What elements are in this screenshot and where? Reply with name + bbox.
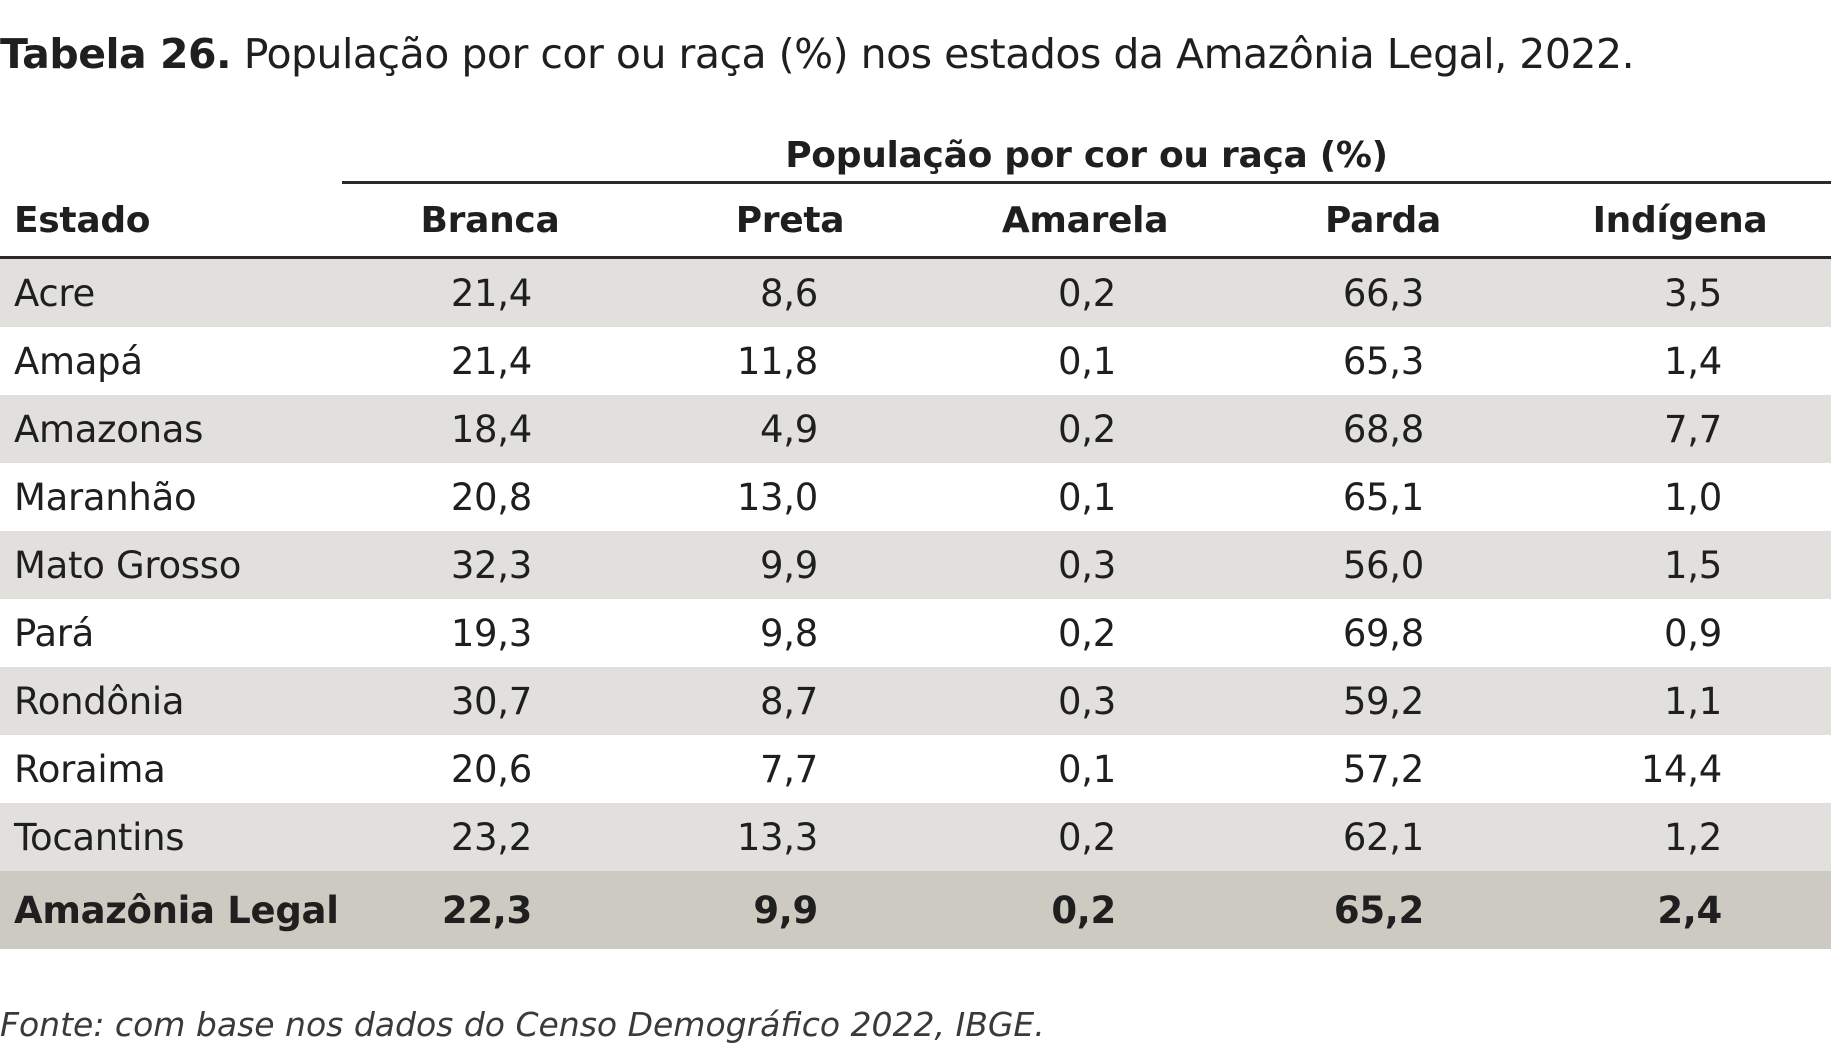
total-amarela: 0,2 bbox=[1051, 888, 1116, 932]
total-parda: 65,2 bbox=[1333, 888, 1424, 932]
table-row: Acre 21,4 8,6 0,2 66,3 3,5 bbox=[0, 259, 1831, 327]
table-caption-label: Tabela 26. bbox=[0, 30, 232, 78]
cell-amarela: 0,2 bbox=[1058, 271, 1116, 315]
cell-amarela: 0,3 bbox=[1058, 543, 1116, 587]
cell-estado: Amazonas bbox=[14, 407, 204, 451]
cell-preta: 13,0 bbox=[736, 475, 818, 519]
cell-parda: 65,3 bbox=[1342, 339, 1424, 383]
cell-branca: 21,4 bbox=[450, 271, 532, 315]
cell-indigena: 1,4 bbox=[1664, 339, 1722, 383]
cell-indigena: 0,9 bbox=[1664, 611, 1722, 655]
table-header-row: Estado Branca Preta Amarela Parda Indíge… bbox=[0, 184, 1831, 259]
cell-branca: 32,3 bbox=[450, 543, 532, 587]
cell-preta: 8,7 bbox=[760, 679, 818, 723]
cell-amarela: 0,1 bbox=[1058, 747, 1116, 791]
cell-branca: 30,7 bbox=[450, 679, 532, 723]
cell-preta: 13,3 bbox=[736, 815, 818, 859]
cell-estado: Acre bbox=[14, 271, 95, 315]
header-branca: Branca bbox=[420, 199, 560, 241]
cell-branca: 19,3 bbox=[450, 611, 532, 655]
header-parda: Parda bbox=[1324, 199, 1442, 241]
source-note: Fonte: com base nos dados do Censo Demog… bbox=[0, 1005, 1045, 1044]
header-preta: Preta bbox=[735, 199, 845, 241]
cell-indigena: 1,0 bbox=[1664, 475, 1722, 519]
cell-indigena: 14,4 bbox=[1640, 747, 1722, 791]
population-table: Estado Branca Preta Amarela Parda Indíge… bbox=[0, 184, 1831, 949]
table-caption: Tabela 26. População por cor ou raça (%)… bbox=[0, 30, 1635, 78]
cell-indigena: 7,7 bbox=[1664, 407, 1722, 451]
cell-preta: 7,7 bbox=[760, 747, 818, 791]
total-indigena: 2,4 bbox=[1657, 888, 1722, 932]
cell-amarela: 0,2 bbox=[1058, 407, 1116, 451]
header-amarela: Amarela bbox=[1001, 199, 1169, 241]
total-branca: 22,3 bbox=[441, 888, 532, 932]
cell-parda: 59,2 bbox=[1342, 679, 1424, 723]
table-row: Amazonas 18,4 4,9 0,2 68,8 7,7 bbox=[0, 395, 1831, 463]
cell-branca: 20,6 bbox=[450, 747, 532, 791]
cell-parda: 56,0 bbox=[1342, 543, 1424, 587]
column-group-header: População por cor ou raça (%) bbox=[785, 135, 1388, 176]
table-row: Mato Grosso 32,3 9,9 0,3 56,0 1,5 bbox=[0, 531, 1831, 599]
group-header-rule bbox=[342, 181, 1831, 184]
table-caption-text: População por cor ou raça (%) nos estado… bbox=[243, 30, 1635, 78]
cell-branca: 21,4 bbox=[450, 339, 532, 383]
cell-estado: Amapá bbox=[14, 339, 143, 383]
cell-branca: 23,2 bbox=[450, 815, 532, 859]
cell-preta: 4,9 bbox=[760, 407, 818, 451]
cell-estado: Tocantins bbox=[14, 815, 185, 859]
total-preta: 9,9 bbox=[753, 888, 818, 932]
table-row: Roraima 20,6 7,7 0,1 57,2 14,4 bbox=[0, 735, 1831, 803]
cell-indigena: 1,5 bbox=[1664, 543, 1722, 587]
table-row: Tocantins 23,2 13,3 0,2 62,1 1,2 bbox=[0, 803, 1831, 871]
cell-amarela: 0,2 bbox=[1058, 815, 1116, 859]
cell-preta: 9,8 bbox=[760, 611, 818, 655]
cell-indigena: 1,2 bbox=[1664, 815, 1722, 859]
cell-amarela: 0,3 bbox=[1058, 679, 1116, 723]
cell-amarela: 0,2 bbox=[1058, 611, 1116, 655]
cell-indigena: 3,5 bbox=[1664, 271, 1722, 315]
cell-indigena: 1,1 bbox=[1664, 679, 1722, 723]
cell-branca: 20,8 bbox=[450, 475, 532, 519]
cell-estado: Mato Grosso bbox=[14, 543, 242, 587]
cell-estado: Maranhão bbox=[14, 475, 197, 519]
table-row: Maranhão 20,8 13,0 0,1 65,1 1,0 bbox=[0, 463, 1831, 531]
header-estado: Estado bbox=[14, 199, 151, 241]
cell-preta: 8,6 bbox=[760, 271, 818, 315]
table-total-row: Amazônia Legal 22,3 9,9 0,2 65,2 2,4 bbox=[0, 871, 1831, 949]
header-indigena: Indígena bbox=[1592, 199, 1768, 241]
cell-parda: 69,8 bbox=[1342, 611, 1424, 655]
total-estado: Amazônia Legal bbox=[14, 888, 339, 932]
cell-estado: Rondônia bbox=[14, 679, 185, 723]
cell-amarela: 0,1 bbox=[1058, 475, 1116, 519]
cell-preta: 9,9 bbox=[760, 543, 818, 587]
cell-estado: Pará bbox=[14, 611, 95, 655]
cell-amarela: 0,1 bbox=[1058, 339, 1116, 383]
cell-parda: 68,8 bbox=[1342, 407, 1424, 451]
table-row: Pará 19,3 9,8 0,2 69,8 0,9 bbox=[0, 599, 1831, 667]
cell-branca: 18,4 bbox=[450, 407, 532, 451]
cell-preta: 11,8 bbox=[736, 339, 818, 383]
cell-parda: 62,1 bbox=[1342, 815, 1424, 859]
table-row: Rondônia 30,7 8,7 0,3 59,2 1,1 bbox=[0, 667, 1831, 735]
cell-parda: 66,3 bbox=[1342, 271, 1424, 315]
table-row: Amapá 21,4 11,8 0,1 65,3 1,4 bbox=[0, 327, 1831, 395]
cell-estado: Roraima bbox=[14, 747, 166, 791]
cell-parda: 65,1 bbox=[1342, 475, 1424, 519]
cell-parda: 57,2 bbox=[1342, 747, 1424, 791]
